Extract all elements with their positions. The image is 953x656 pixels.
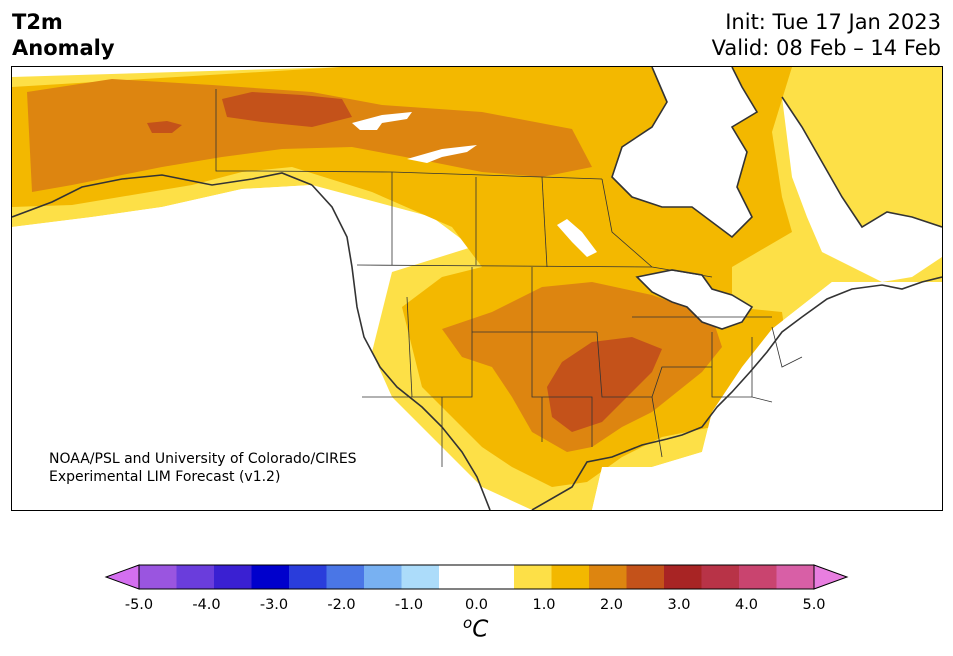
colorbar-max-arrow xyxy=(813,564,849,590)
colorbar-cell xyxy=(626,565,665,589)
colorbar-tick-label: -4.0 xyxy=(192,597,221,613)
map-canvas: NOAA/PSL and University of Colorado/CIRE… xyxy=(12,67,942,510)
atlantic-ocean xyxy=(592,282,942,510)
colorbar-tick-label: -1.0 xyxy=(394,597,424,613)
colorbar-tick-label: 2.0 xyxy=(599,597,624,613)
colorbar-cell xyxy=(289,565,327,589)
colorbar-outline xyxy=(138,564,815,590)
forecast-dates: Init: Tue 17 Jan 2023 Valid: 08 Feb – 14… xyxy=(712,9,941,61)
colorbar-tick-label: -5.0 xyxy=(124,597,154,613)
colorbar-cell xyxy=(664,565,702,589)
colorbar-cell xyxy=(514,565,552,589)
colorbar-cell xyxy=(701,565,740,589)
colorbar-cell xyxy=(364,565,402,589)
anomaly-map: NOAA/PSL and University of Colorado/CIRE… xyxy=(11,66,943,511)
colorbar-cell xyxy=(214,565,252,589)
colorbar-cell xyxy=(326,565,365,589)
colorbar-tick-label: 1.0 xyxy=(532,597,556,613)
credit-line-1: NOAA/PSL and University of Colorado/CIRE… xyxy=(49,451,357,467)
degree-symbol: o xyxy=(463,614,473,632)
map-title: T2m Anomaly xyxy=(12,9,115,61)
lake-great-slave xyxy=(407,145,477,163)
colorbar-tick-label: 0.0 xyxy=(464,597,489,613)
variable-name: T2m xyxy=(12,10,63,34)
baffin-water xyxy=(782,97,942,282)
colorbar-cells xyxy=(139,565,815,589)
colorbar-cell xyxy=(589,565,627,589)
colorbar-cell xyxy=(139,565,177,589)
valid-range: Valid: 08 Feb – 14 Feb xyxy=(711,36,941,60)
political-boundaries xyxy=(215,89,803,467)
unit-label: C xyxy=(472,616,489,643)
colorbar-cell xyxy=(776,565,815,589)
colorbar-cell xyxy=(176,565,215,589)
lake-winnipeg xyxy=(557,219,597,257)
anomaly-zone-dark-orange-west xyxy=(147,121,182,133)
coastlines xyxy=(12,67,942,510)
colorbar-cell xyxy=(476,565,515,589)
pacific-ocean xyxy=(12,185,482,510)
colorbar-cell xyxy=(739,565,777,589)
colorbar-cell xyxy=(401,565,440,589)
lake-great-bear xyxy=(352,112,412,130)
colorbar-cell xyxy=(439,565,477,589)
colorbar-cell xyxy=(251,565,290,589)
colorbar-tick-label: 4.0 xyxy=(734,597,759,613)
map-credit: NOAA/PSL and University of Colorado/CIRE… xyxy=(49,451,357,485)
colorbar-cell xyxy=(551,565,590,589)
credit-line-2: Experimental LIM Forecast (v1.2) xyxy=(49,469,280,485)
colorbar-tick-label: -3.0 xyxy=(259,597,289,613)
colorbar-tick-label: 5.0 xyxy=(802,597,826,613)
init-date: Init: Tue 17 Jan 2023 xyxy=(725,10,941,34)
anomaly-zone-dark-orange-south xyxy=(547,337,662,432)
variable-qualifier: Anomaly xyxy=(12,36,115,60)
great-lakes xyxy=(637,270,752,329)
colorbar-tick-label: 3.0 xyxy=(667,597,691,613)
anomaly-zone-dark-orange xyxy=(222,92,352,127)
colorbar-unit: oC xyxy=(463,614,488,643)
anomaly-zone-orange xyxy=(27,79,592,192)
colorbar-min-arrow xyxy=(104,564,140,590)
colorbar-tick-label: -2.0 xyxy=(327,597,356,613)
hudson-bay xyxy=(612,67,757,237)
